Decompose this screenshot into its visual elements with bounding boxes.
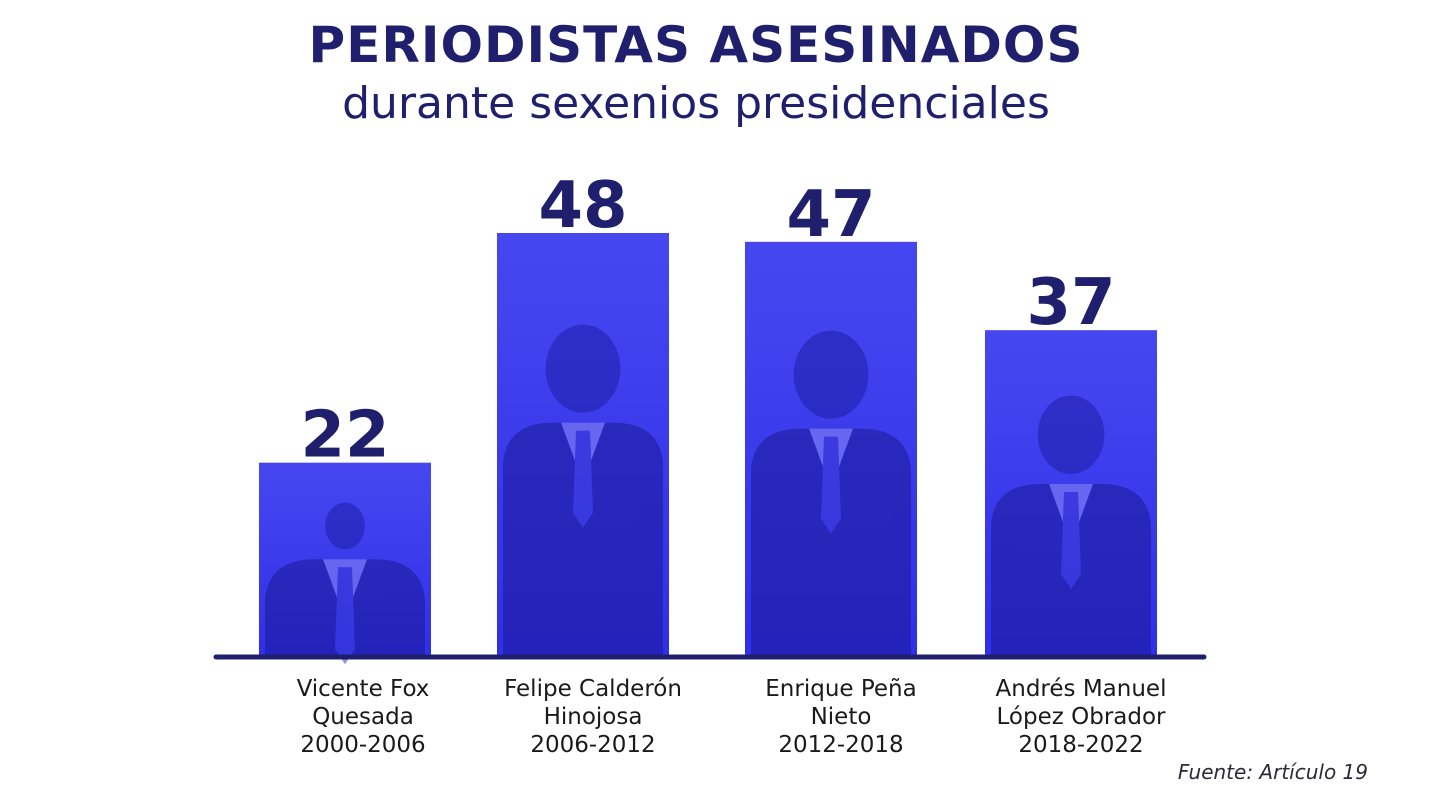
category-period-label: 2012-2018 [778, 732, 903, 758]
value-label: 22 [300, 399, 389, 473]
chart-subtitle: durante sexenios presidenciales [342, 78, 1050, 129]
bar-1 [259, 462, 431, 665]
portrait-silhouette [751, 330, 911, 657]
portrait-silhouette [265, 502, 425, 665]
value-label: 37 [1026, 266, 1115, 340]
category-name-label: López Obrador [997, 704, 1167, 730]
category-name-label: Nieto [811, 704, 872, 730]
category-name-label: Quesada [312, 704, 414, 730]
category-period-label: 2018-2022 [1018, 732, 1143, 758]
chart-title: PERIODISTAS ASESINADOS [308, 16, 1084, 74]
category-name-label: Felipe Calderón [504, 676, 682, 702]
portrait-silhouette [991, 395, 1151, 657]
category-name-label: Enrique Peña [765, 676, 916, 702]
portrait-silhouette [503, 324, 663, 657]
source-note: Fuente: Artículo 19 [1177, 760, 1368, 784]
category-name-label: Andrés Manuel [996, 676, 1167, 702]
value-label: 47 [786, 178, 875, 252]
category-name-label: Vicente Fox [297, 676, 430, 702]
bar-3 [745, 241, 917, 658]
value-label: 48 [538, 169, 627, 243]
bar-4 [985, 330, 1157, 657]
category-period-label: 2006-2012 [530, 732, 655, 758]
category-name-label: Hinojosa [544, 704, 643, 730]
category-period-label: 2000-2006 [300, 732, 425, 758]
bar-2 [497, 233, 669, 657]
